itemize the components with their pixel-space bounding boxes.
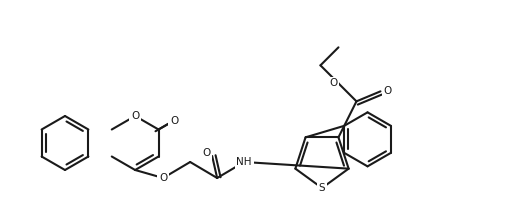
Text: O: O xyxy=(329,78,337,88)
Text: S: S xyxy=(319,183,325,193)
Text: NH: NH xyxy=(236,157,252,167)
Text: O: O xyxy=(159,173,167,183)
Text: O: O xyxy=(170,115,178,125)
Text: O: O xyxy=(383,86,391,96)
Text: O: O xyxy=(131,111,139,121)
Text: O: O xyxy=(202,148,210,158)
